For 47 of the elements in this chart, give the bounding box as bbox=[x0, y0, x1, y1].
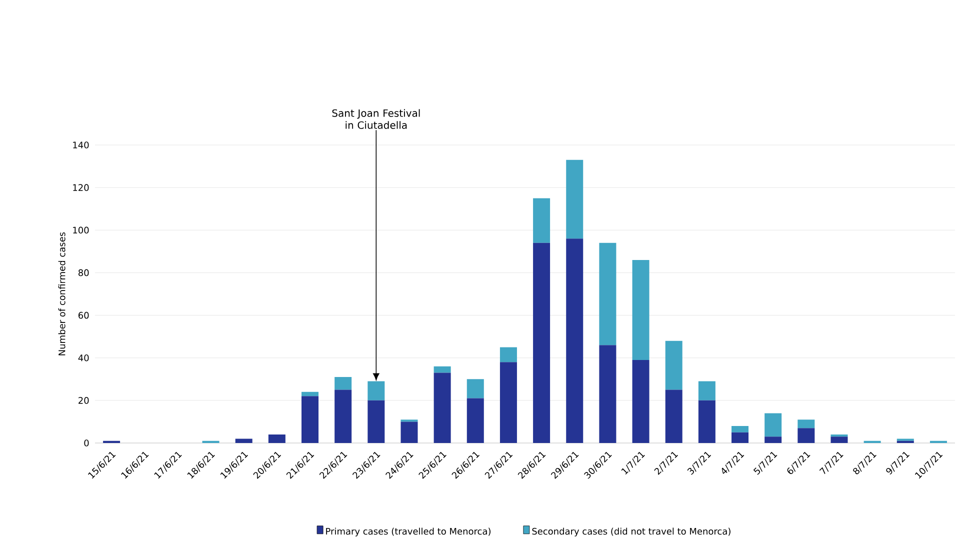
bar bbox=[533, 198, 550, 243]
bar bbox=[764, 413, 782, 437]
bar bbox=[632, 360, 650, 443]
bar bbox=[400, 422, 418, 443]
y-tick-label: 20 bbox=[78, 397, 89, 404]
bar bbox=[830, 436, 848, 443]
bar bbox=[302, 392, 319, 396]
bar bbox=[533, 242, 550, 443]
bar bbox=[268, 434, 286, 443]
bar bbox=[732, 426, 749, 432]
bar bbox=[302, 396, 319, 443]
bar bbox=[665, 340, 682, 390]
y-tick-label: 100 bbox=[73, 226, 89, 234]
bar bbox=[434, 372, 451, 443]
y-tick-label: 0 bbox=[84, 440, 89, 446]
bar bbox=[764, 436, 782, 443]
y-tick-label: 80 bbox=[78, 269, 89, 276]
legend-label: Secondary cases (did not travel to Menorca) bbox=[532, 528, 730, 536]
bar bbox=[599, 242, 616, 346]
bar bbox=[434, 366, 451, 373]
bar bbox=[500, 362, 517, 443]
bar bbox=[368, 381, 385, 400]
bar bbox=[798, 428, 815, 443]
bar bbox=[566, 160, 584, 239]
bar bbox=[466, 398, 484, 443]
y-axis-title: Number of confirmed cases bbox=[58, 232, 66, 356]
bar bbox=[334, 390, 352, 443]
bar bbox=[334, 377, 352, 390]
y-tick-label: 120 bbox=[73, 184, 89, 191]
y-tick-label: 40 bbox=[78, 354, 89, 362]
bar bbox=[368, 400, 385, 443]
y-tick-label: 140 bbox=[73, 142, 89, 148]
bar bbox=[500, 347, 517, 362]
bar bbox=[566, 238, 584, 443]
bar bbox=[830, 434, 848, 437]
bar bbox=[599, 345, 616, 443]
bar bbox=[665, 390, 682, 443]
bar bbox=[466, 379, 484, 398]
bar bbox=[235, 438, 252, 443]
bar bbox=[698, 381, 716, 400]
y-tick-label: 60 bbox=[78, 312, 89, 319]
annotation: Sant Joan Festival in Ciutadella bbox=[332, 109, 420, 129]
legend-label: Primary cases (travelled to Menorca) bbox=[326, 528, 490, 536]
bar bbox=[698, 400, 716, 443]
bar bbox=[632, 260, 650, 360]
bar bbox=[798, 420, 815, 428]
bar bbox=[732, 432, 749, 443]
